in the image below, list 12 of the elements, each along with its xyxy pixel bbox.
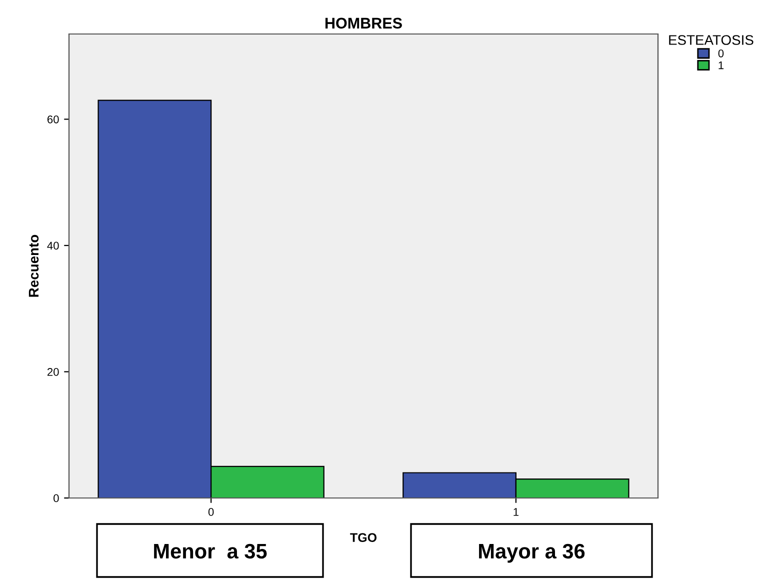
y-tick-label: 40: [47, 242, 59, 250]
y-tick-label: 60: [47, 115, 59, 124]
chart-title: HOMBRES: [325, 18, 402, 29]
x-axis-title: TGO: [350, 533, 377, 542]
text: Mayor a 36: [479, 544, 585, 563]
y-tick-label: 20: [47, 368, 59, 376]
legend-label: 0: [718, 49, 724, 58]
text: Menor a 35: [154, 544, 267, 559]
legend-title: ESTEATOSIS: [669, 35, 754, 45]
legend-label: 1: [718, 61, 724, 70]
y-tick-label: 0: [54, 494, 59, 502]
y-axis-title: Recuento: [28, 234, 39, 297]
